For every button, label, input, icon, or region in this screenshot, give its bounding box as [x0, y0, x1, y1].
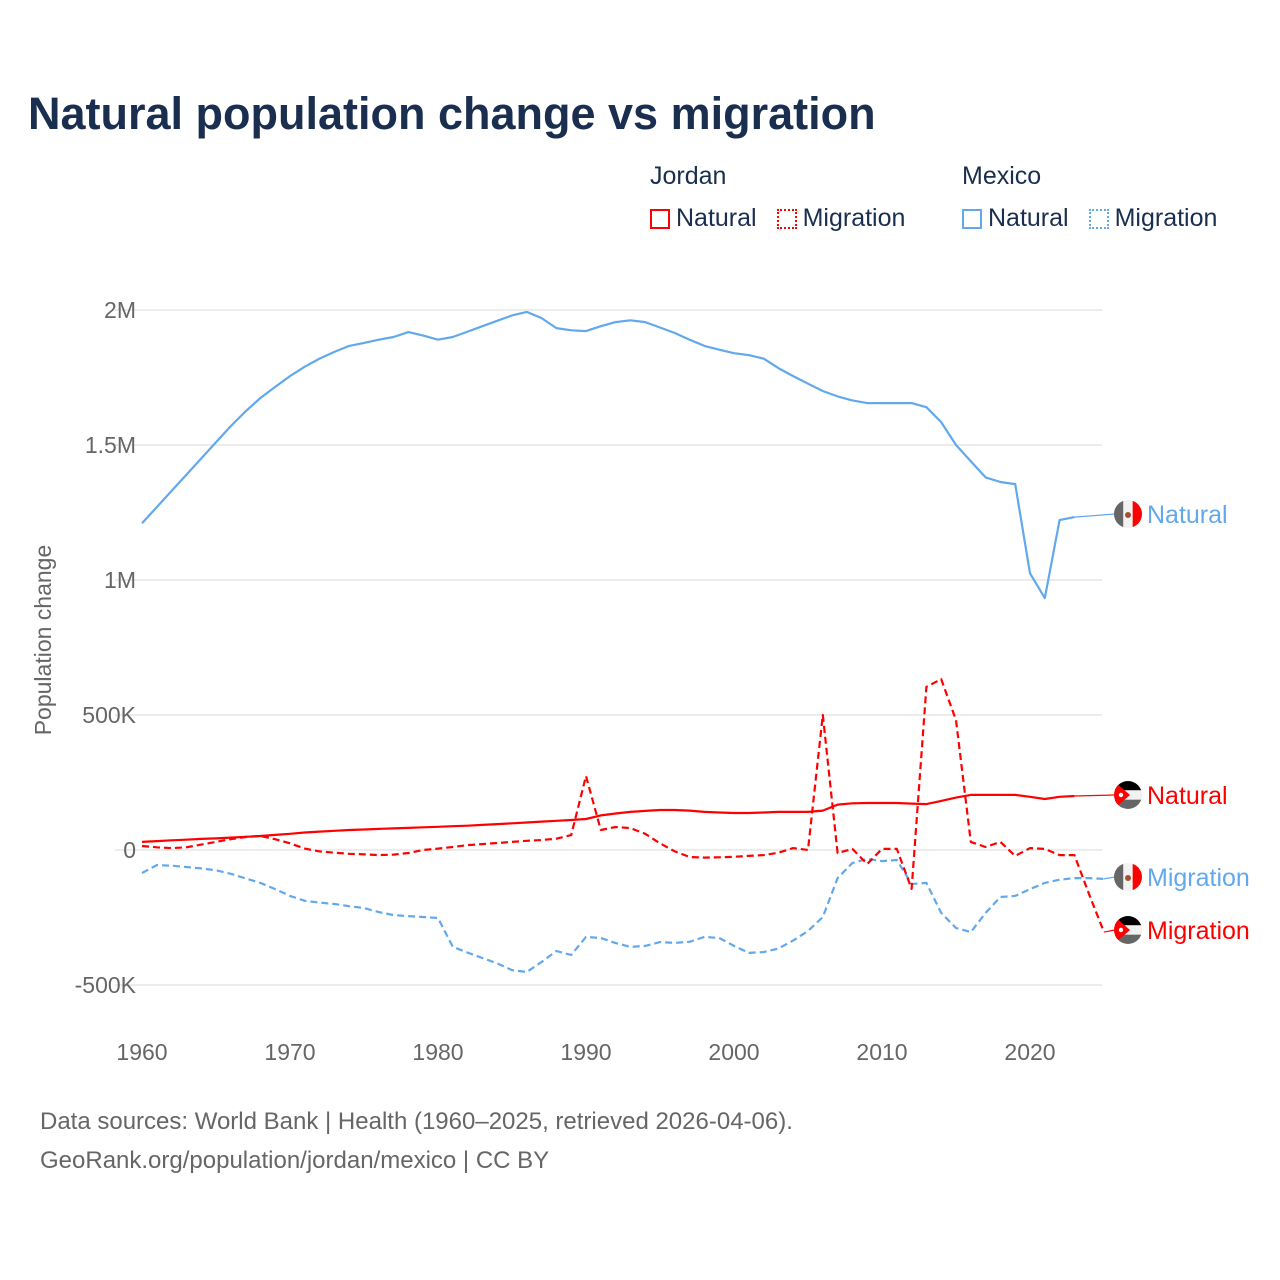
x-tick-label: 1990	[560, 1039, 611, 1065]
x-tick-label: 1960	[116, 1039, 167, 1065]
legend-group-mexico: Mexico Natural Migration	[962, 162, 1237, 233]
end-connector	[1103, 876, 1116, 880]
end-connector	[1074, 513, 1116, 518]
jordan-flag-icon	[1114, 781, 1142, 809]
x-tick-label: 1980	[412, 1039, 463, 1065]
x-tick-label: 2020	[1004, 1039, 1055, 1065]
jordan-flag-icon	[1114, 916, 1142, 944]
series-line-jordan-migration	[141, 678, 1106, 933]
legend-group-name: Jordan	[650, 162, 727, 190]
series-line-jordan-natural	[141, 793, 1075, 843]
y-axis-label: Population change	[30, 545, 56, 736]
y-tick-label: 0	[123, 837, 136, 863]
x-tick-label: 2010	[856, 1039, 907, 1065]
chart-title: Natural population change vs migration	[28, 88, 876, 139]
mexico-flag-icon	[1114, 863, 1142, 891]
mexico-flag-icon	[1114, 500, 1142, 528]
footer-link[interactable]: GeoRank.org/population/jordan/mexico | C…	[40, 1147, 550, 1174]
end-label-jordan-migration: Migration	[1147, 917, 1250, 945]
series-line-mexico-natural	[141, 310, 1075, 600]
series-line-mexico-migration	[141, 857, 1105, 974]
legend-swatch-solid	[650, 208, 670, 229]
legend-swatch-dotted	[1088, 208, 1109, 229]
x-tick-label: 2000	[708, 1039, 759, 1065]
legend-swatch-dotted	[776, 208, 797, 229]
legend-item-mexico-natural[interactable]: Natural	[962, 204, 1069, 233]
end-label-jordan-natural: Natural	[1147, 782, 1228, 810]
y-tick-label: 500K	[82, 702, 136, 728]
legend-label: Migration	[802, 204, 906, 232]
legend-group-name: Mexico	[962, 162, 1042, 190]
footer-sources: Data sources: World Bank | Health (1960–…	[40, 1108, 793, 1135]
y-tick-label: 1M	[104, 567, 136, 593]
legend-group-jordan: Jordan Natural Migration	[650, 162, 925, 233]
end-label-mexico-migration: Migration	[1147, 864, 1250, 892]
y-tick-label: 1.5M	[85, 432, 136, 458]
legend-item-jordan-natural[interactable]: Natural	[650, 204, 757, 233]
legend-label: Natural	[676, 204, 757, 232]
y-tick-label: 2M	[104, 297, 136, 323]
x-tick-label: 1970	[264, 1039, 315, 1065]
legend-item-jordan-migration[interactable]: Migration	[776, 204, 906, 233]
legend-item-mexico-migration[interactable]: Migration	[1088, 204, 1218, 233]
end-connector	[1103, 929, 1116, 933]
y-tick-label: -500K	[75, 972, 137, 998]
end-connector	[1074, 794, 1116, 797]
end-label-mexico-natural: Natural	[1147, 501, 1228, 529]
legend-label: Migration	[1114, 204, 1218, 232]
legend-label: Natural	[988, 204, 1069, 232]
legend-swatch-solid	[962, 208, 982, 229]
